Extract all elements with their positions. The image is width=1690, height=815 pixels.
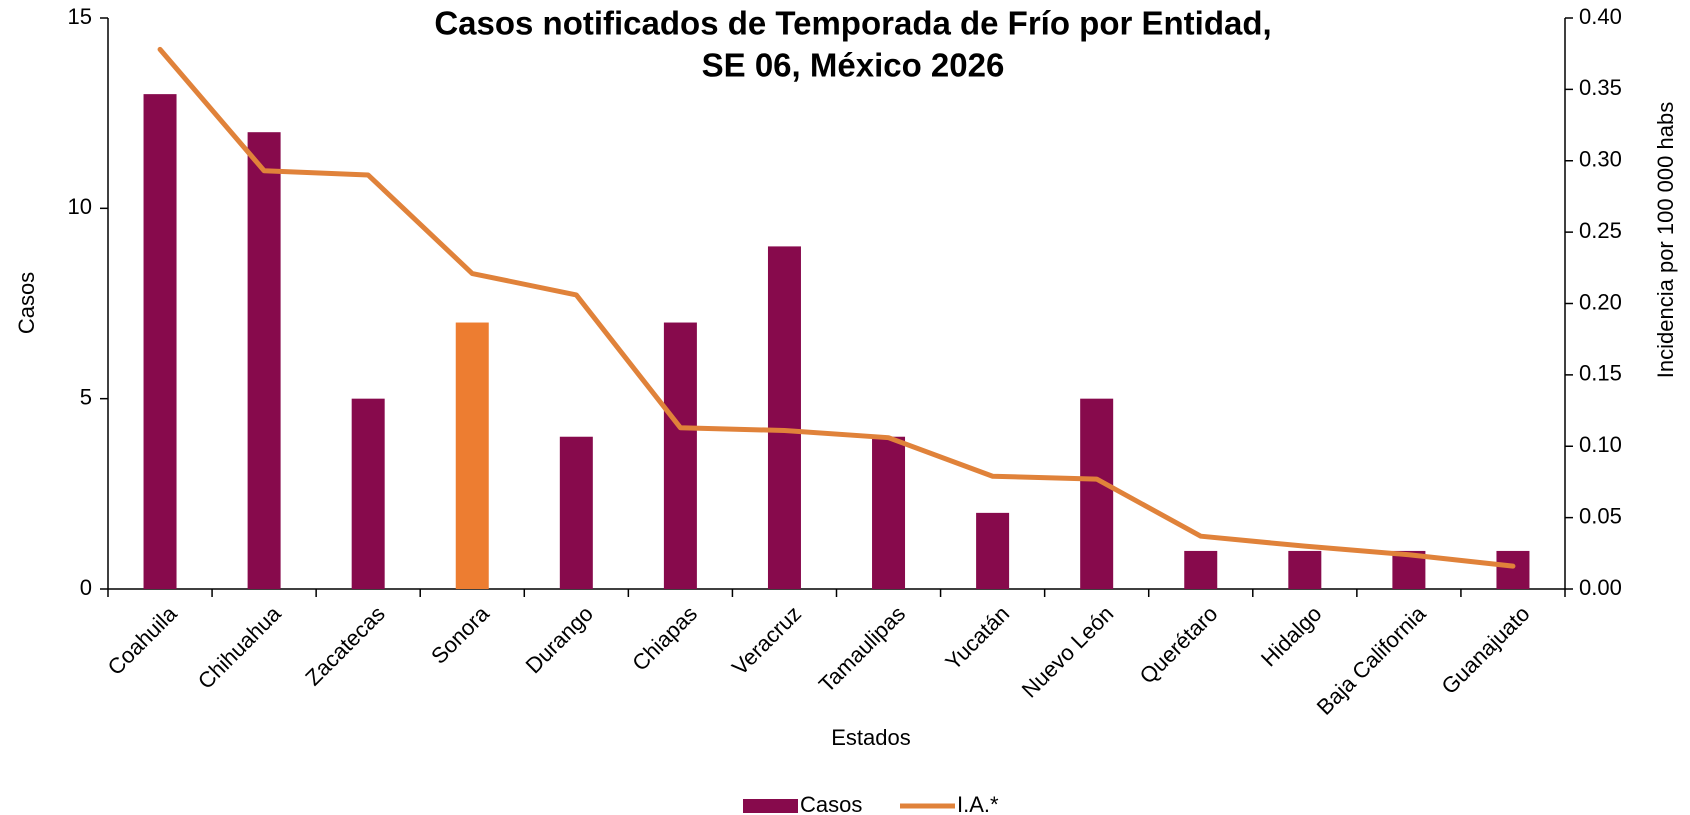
legend-swatch [743,799,798,813]
line [157,46,1516,569]
x-tick-label: Guanajuato [1436,601,1534,699]
bar [247,132,281,589]
bar [1080,398,1114,589]
bar [767,246,801,589]
bar [559,436,593,589]
x-tick-label: Durango [521,601,598,678]
x-tick-label: Hidalgo [1256,601,1326,671]
x-axis-title: Estados [831,725,911,750]
x-tick-label: Chihuahua [193,600,286,693]
y2-tick-label: 0.00 [1579,575,1622,600]
x-tick-label: Tamaulipas [814,601,910,697]
bar [1184,550,1218,589]
bar [1496,550,1530,589]
y2-tick-label: 0.25 [1579,218,1622,243]
bar [455,322,489,589]
y-tick-label: 15 [68,4,92,29]
x-tick-label: Querétaro [1135,601,1223,689]
bar [663,322,697,589]
chart-title: SE 06, México 2026 [702,47,1005,84]
x-tick-label: Zacatecas [300,601,389,690]
bar [976,512,1010,589]
x-tick-label: Yucatán [940,601,1014,675]
y2-tick-label: 0.10 [1579,432,1622,457]
chart-title: Casos notificados de Temporada de Frío p… [434,5,1271,42]
bar [351,398,385,589]
y-axis-title: Casos [14,272,39,334]
bar [1288,550,1322,589]
x-tick-label: Chiapas [627,601,702,676]
x-tick-label: Sonora [426,600,494,668]
y2-tick-label: 0.30 [1579,147,1622,172]
y2-axis-title: Incidencia por 100 000 habs [1653,102,1678,378]
y-tick-label: 5 [80,384,92,409]
x-tick-label: Nuevo León [1017,601,1119,703]
y2-tick-label: 0.35 [1579,75,1622,100]
legend-label: Casos [800,792,862,815]
legend-label: I.A.* [957,792,999,815]
bar [143,94,177,589]
y2-tick-label: 0.05 [1579,503,1622,528]
y2-tick-label: 0.40 [1579,4,1622,29]
y2-tick-label: 0.20 [1579,289,1622,314]
x-tick-label: Coahuila [103,600,183,680]
y-tick-label: 0 [80,575,92,600]
x-tick-label: Baja California [1312,600,1431,719]
x-tick-label: Veracruz [727,601,806,680]
y2-tick-label: 0.15 [1579,361,1622,386]
y-tick-label: 10 [68,194,92,219]
bar [872,436,906,589]
